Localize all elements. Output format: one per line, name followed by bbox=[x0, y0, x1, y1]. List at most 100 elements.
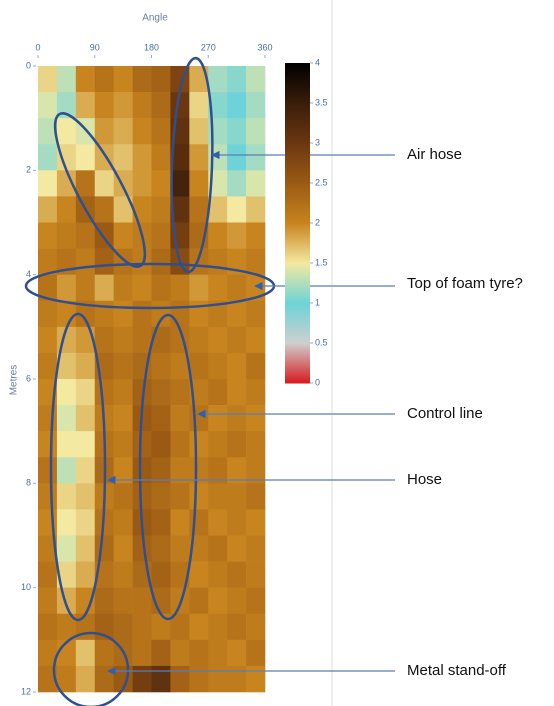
cell bbox=[94, 274, 114, 302]
cell bbox=[75, 639, 96, 667]
cell bbox=[38, 196, 58, 223]
cell bbox=[38, 379, 58, 406]
annotation: Air hose bbox=[407, 146, 462, 163]
cell bbox=[208, 535, 228, 562]
cell bbox=[151, 352, 171, 380]
cell bbox=[113, 405, 133, 432]
colorbar-tick-label: 4 bbox=[315, 57, 320, 67]
cell bbox=[113, 613, 133, 641]
colorbar-segment bbox=[285, 63, 310, 104]
cell bbox=[75, 352, 96, 380]
cell bbox=[132, 248, 152, 275]
cell bbox=[94, 248, 114, 275]
cell bbox=[151, 665, 171, 693]
cell bbox=[56, 66, 77, 93]
cell bbox=[246, 535, 266, 562]
cell bbox=[113, 300, 133, 328]
cell bbox=[56, 352, 77, 380]
cell bbox=[113, 92, 133, 119]
cell bbox=[208, 405, 228, 432]
cell bbox=[75, 66, 96, 93]
cell bbox=[246, 483, 266, 510]
cell bbox=[38, 66, 58, 93]
cell bbox=[151, 405, 171, 432]
cell bbox=[94, 379, 114, 406]
cell bbox=[56, 300, 77, 328]
cell bbox=[113, 144, 133, 171]
cell bbox=[246, 561, 266, 588]
cell bbox=[170, 535, 190, 562]
cell bbox=[189, 326, 209, 354]
cell bbox=[75, 379, 96, 406]
x-axis-title: Angle bbox=[142, 13, 168, 24]
cell bbox=[75, 457, 96, 484]
cell bbox=[151, 639, 171, 667]
cell bbox=[38, 144, 58, 171]
cell bbox=[94, 535, 114, 562]
cell bbox=[38, 613, 58, 641]
colorbar-segment bbox=[285, 223, 310, 264]
cell bbox=[189, 274, 209, 302]
y-tick-label: 6 bbox=[26, 373, 31, 383]
cell bbox=[189, 196, 209, 223]
cell bbox=[38, 535, 58, 562]
cell bbox=[132, 613, 152, 641]
cell bbox=[189, 92, 209, 119]
cell bbox=[170, 144, 190, 171]
cell bbox=[170, 639, 190, 667]
cell bbox=[246, 144, 266, 171]
colorbar-tick-label: 2.5 bbox=[315, 177, 328, 187]
cell bbox=[246, 170, 266, 197]
cell bbox=[113, 431, 133, 458]
cell bbox=[151, 561, 171, 588]
colorbar-tick-label: 0.5 bbox=[315, 337, 328, 347]
cell bbox=[246, 66, 266, 93]
cell bbox=[75, 92, 96, 119]
cell bbox=[246, 222, 266, 249]
cell bbox=[132, 457, 152, 484]
cell bbox=[170, 431, 190, 458]
cell bbox=[189, 118, 209, 145]
cell bbox=[208, 92, 228, 119]
cell bbox=[56, 561, 77, 588]
cell bbox=[56, 170, 77, 197]
cell bbox=[227, 300, 247, 328]
cell bbox=[227, 352, 247, 380]
colorbar-tick-label: 2 bbox=[315, 217, 320, 227]
cell bbox=[38, 274, 58, 302]
cell bbox=[56, 483, 77, 510]
cell bbox=[208, 431, 228, 458]
cell bbox=[56, 613, 77, 641]
cell bbox=[227, 509, 247, 536]
colorbar-tick-label: 0 bbox=[315, 377, 320, 387]
cell bbox=[75, 248, 96, 275]
cell bbox=[151, 170, 171, 197]
cell bbox=[170, 457, 190, 484]
cell bbox=[189, 613, 209, 641]
cell bbox=[38, 92, 58, 119]
cell bbox=[170, 170, 190, 197]
cell bbox=[208, 248, 228, 275]
cell bbox=[56, 665, 77, 693]
cell bbox=[227, 639, 247, 667]
cell bbox=[208, 509, 228, 536]
cell bbox=[38, 561, 58, 588]
cell bbox=[246, 92, 266, 119]
colorbar-tick-label: 3.5 bbox=[315, 97, 328, 107]
cell bbox=[94, 66, 114, 93]
cell bbox=[56, 196, 77, 223]
cell bbox=[246, 379, 266, 406]
cell bbox=[75, 483, 96, 510]
cell bbox=[132, 92, 152, 119]
cell bbox=[75, 587, 96, 615]
cell bbox=[75, 405, 96, 432]
y-tick-label: 8 bbox=[26, 478, 31, 488]
ring bbox=[53, 112, 147, 268]
cell bbox=[246, 587, 266, 615]
cell bbox=[246, 326, 266, 354]
cell bbox=[227, 222, 247, 249]
cell bbox=[38, 639, 58, 667]
cell bbox=[208, 457, 228, 484]
cell bbox=[132, 118, 152, 145]
cell bbox=[113, 509, 133, 536]
